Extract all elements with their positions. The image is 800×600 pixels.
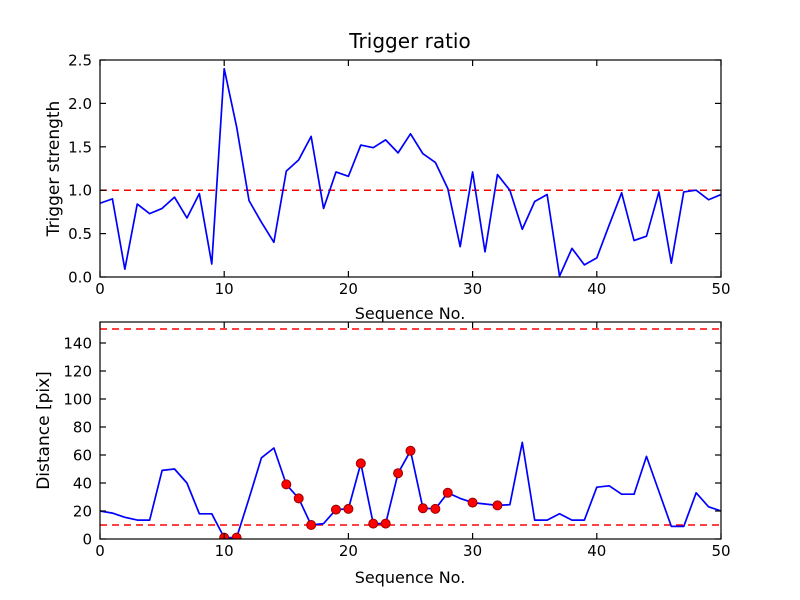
x-tick-label: 50 — [711, 542, 730, 560]
event-marker — [405, 445, 416, 456]
plot-frame — [99, 321, 722, 540]
top-chart-title: Trigger ratio — [348, 29, 470, 53]
event-marker — [281, 479, 292, 490]
y-tick-label: 2.0 — [68, 95, 92, 113]
y-tick-label: 140 — [63, 335, 92, 353]
x-tick-label: 20 — [339, 542, 358, 560]
y-tick-label: 1.5 — [68, 138, 92, 156]
y-tick-label: 100 — [63, 391, 92, 409]
event-marker — [306, 520, 317, 530]
top-chart-xlabel: Sequence No. — [355, 304, 466, 323]
event-marker — [380, 518, 391, 529]
y-tick-label: 80 — [73, 419, 92, 437]
x-tick-label: 40 — [587, 542, 606, 560]
event-marker — [417, 503, 428, 514]
y-tick-label: 40 — [73, 475, 92, 493]
x-tick-label: 30 — [463, 542, 482, 560]
y-tick-label: 2.5 — [68, 52, 92, 70]
bottom-chart-xlabel: Sequence No. — [355, 568, 466, 587]
event-marker — [393, 468, 404, 479]
x-tick-label: 50 — [711, 280, 730, 298]
event-marker — [368, 518, 379, 529]
event-marker — [231, 532, 242, 539]
plot-frame — [99, 59, 722, 278]
y-tick-label: 0.5 — [68, 225, 92, 243]
y-tick-label: 1.0 — [68, 182, 92, 200]
x-tick-label: 10 — [215, 280, 234, 298]
y-tick-label: 0 — [82, 531, 92, 549]
event-marker — [293, 493, 304, 504]
figure-labels: Trigger ratio Sequence No. Trigger stren… — [34, 29, 471, 587]
event-marker — [430, 503, 441, 514]
event-marker — [492, 500, 503, 511]
x-tick-label: 0 — [95, 542, 105, 560]
y-tick-label: 120 — [63, 363, 92, 381]
trigger-strength-line — [100, 67, 721, 277]
chart-layer: 0 10 20 30 40 50 0.0 0.5 1.0 1.5 2.0 2.5 0 10 20 30 40 50… — [63, 52, 730, 561]
subplot-1: 0 10 20 30 40 50 0 20 40 60 80 100 120 140 — [63, 321, 731, 560]
y-tick-label: 60 — [73, 447, 92, 465]
subplot-0: 0 10 20 30 40 50 0.0 0.5 1.0 1.5 2.0 2.5 — [68, 52, 730, 299]
x-tick-label: 30 — [463, 280, 482, 298]
x-tick-label: 40 — [587, 280, 606, 298]
event-marker — [355, 458, 366, 469]
x-tick-label: 10 — [215, 542, 234, 560]
event-marker — [467, 497, 478, 508]
event-marker — [343, 503, 354, 514]
y-tick-label: 0.0 — [68, 269, 92, 287]
top-chart-ylabel: Trigger strength — [44, 101, 64, 238]
y-tick-label: 20 — [73, 503, 92, 521]
event-marker — [442, 487, 453, 498]
event-marker — [330, 504, 341, 515]
distance-line — [100, 441, 721, 539]
x-tick-label: 0 — [95, 280, 105, 298]
x-tick-label: 20 — [339, 280, 358, 298]
bottom-chart-ylabel: Distance [pix] — [34, 371, 54, 490]
